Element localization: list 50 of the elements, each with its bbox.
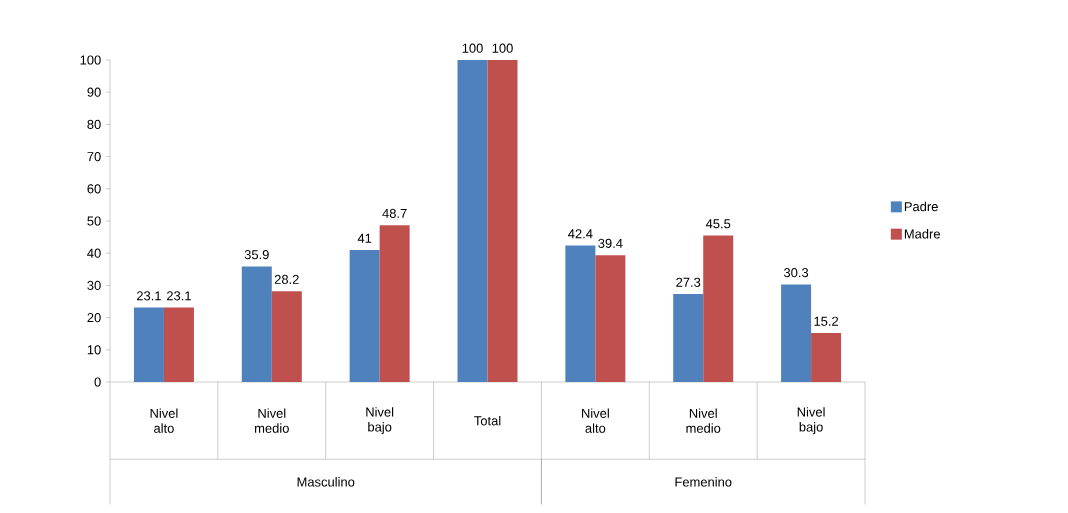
data-label: 48.7: [382, 208, 407, 218]
data-label: 39.4: [598, 238, 623, 248]
y-tick-label: 20: [87, 313, 101, 323]
text: Masculino: [297, 477, 355, 487]
x-tick-label: Nivel medio: [686, 408, 721, 433]
x-tick-label: Nivel medio: [255, 408, 289, 433]
data-label: 15.2: [814, 316, 839, 326]
y-tick-label: 0: [94, 377, 101, 387]
bar: [595, 255, 626, 382]
bar: [703, 235, 734, 382]
y-tick-label: 90: [87, 87, 101, 97]
data-label: 23.1: [166, 291, 191, 301]
text: Femenino: [675, 477, 732, 487]
bar: [133, 307, 164, 382]
data-label: 30.3: [783, 268, 809, 278]
y-tick-label: 80: [87, 119, 101, 129]
x-tick-label: Nivel alto: [150, 408, 178, 433]
bar: [811, 333, 842, 382]
bar: [565, 245, 596, 382]
y-tick-label: 10: [87, 345, 101, 355]
bar: [781, 284, 812, 382]
legend-label: Padre: [904, 201, 938, 212]
bar: [163, 307, 194, 382]
data-label: 27.3: [676, 277, 701, 287]
data-label: 42.4: [568, 229, 593, 239]
x-tick-label: Nivel alto: [582, 408, 609, 433]
x-tick-label: Total: [474, 415, 501, 426]
bar: [457, 60, 488, 382]
bar: [379, 225, 410, 382]
bar: [271, 291, 302, 382]
y-tick-label: 30: [87, 280, 101, 290]
data-label: 100: [462, 43, 483, 53]
data-label: 45.5: [705, 219, 731, 229]
bar: [487, 60, 518, 382]
legend-label: Madre: [904, 228, 940, 239]
y-tick-label: 50: [87, 216, 101, 226]
data-label: 28.2: [274, 274, 299, 284]
bar: [241, 266, 272, 382]
y-tick-label: 70: [87, 152, 101, 162]
data-label: 100: [492, 43, 513, 53]
bar: [673, 294, 704, 382]
y-tick-label: 100: [80, 55, 101, 65]
x-tick-label: Nivel bajo: [366, 407, 394, 435]
data-label: 23.1: [136, 291, 161, 301]
data-label: 41: [357, 233, 372, 243]
y-tick-label: 40: [87, 248, 101, 258]
x-tick-label: Nivel bajo: [797, 407, 825, 435]
bar: [349, 249, 380, 382]
data-label: 35.9: [244, 250, 269, 260]
y-tick-label: 60: [87, 184, 101, 194]
